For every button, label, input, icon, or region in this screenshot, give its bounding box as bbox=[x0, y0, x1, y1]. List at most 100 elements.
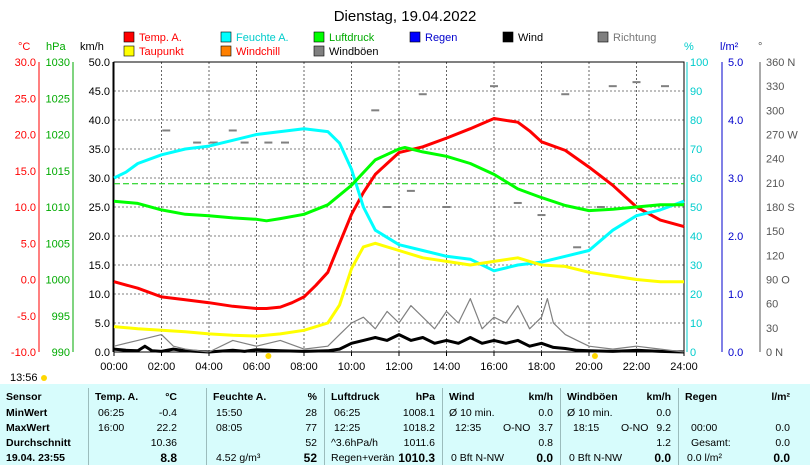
min-row-label: MinWert bbox=[6, 407, 48, 419]
humidity-max-value: 77 bbox=[305, 422, 317, 434]
legend-swatch bbox=[502, 31, 514, 43]
current-time-label: 13:56 bbox=[10, 372, 38, 384]
humidity-max-time: 08:05 bbox=[216, 422, 243, 434]
series-temp-a bbox=[113, 117, 685, 310]
wind-unit: km/h bbox=[528, 391, 553, 403]
wind-header: Wind bbox=[449, 391, 475, 403]
x-tick-label: 10:00 bbox=[338, 361, 366, 373]
legend-label: Taupunkt bbox=[139, 46, 184, 58]
temp-header: Temp. A. bbox=[95, 391, 139, 403]
pressure-unit: hPa bbox=[415, 391, 435, 403]
sunrise-marker bbox=[265, 353, 272, 359]
pressure-tick-label: 995 bbox=[52, 311, 70, 323]
direction-unit-label: ° bbox=[758, 41, 762, 53]
sensor-header: Sensor bbox=[6, 391, 42, 403]
series-luftdruck bbox=[113, 146, 684, 223]
legend-swatch bbox=[313, 31, 325, 43]
direction-tick-label: 210 bbox=[766, 178, 784, 190]
temp-min-time: 06:25 bbox=[98, 407, 125, 419]
speed-tick-label: 45.0 bbox=[89, 86, 110, 98]
pressure-min-value: 1008.1 bbox=[402, 407, 435, 419]
wind-max-time: 12:35 bbox=[455, 422, 482, 434]
temp-tick-label: 20.0 bbox=[15, 130, 36, 142]
temp-unit-label: °C bbox=[18, 41, 30, 53]
speed-tick-label: 5.0 bbox=[95, 318, 110, 330]
temp-tick-label: 10.0 bbox=[15, 202, 36, 214]
gust-max-value: 9.2 bbox=[656, 422, 671, 434]
rain-tick-label: 3.0 bbox=[728, 173, 743, 185]
gust-average: 1.2 bbox=[656, 437, 671, 449]
temp-tick-label: 15.0 bbox=[15, 166, 36, 178]
rain-unit-label: l/m² bbox=[720, 41, 739, 53]
rain-current-label: 0.0 l/m² bbox=[687, 452, 723, 464]
sunset-marker bbox=[591, 353, 598, 359]
gust-max-time: 18:15 bbox=[573, 422, 600, 434]
wind-current: 0.0 bbox=[536, 451, 553, 465]
humidity-unit: % bbox=[307, 391, 317, 403]
speed-tick-label: 0.0 bbox=[95, 347, 110, 359]
legend-label: Wind bbox=[518, 32, 543, 44]
legend-label: Windchill bbox=[236, 46, 280, 58]
current-time-dot bbox=[41, 375, 47, 381]
x-tick-label: 16:00 bbox=[480, 361, 508, 373]
wind-average: 0.8 bbox=[538, 437, 553, 449]
weather-chart: 00:00 02:00 04:00 06:00 08:00 10:00 12:00 14:00… bbox=[10, 8, 798, 384]
x-tick-label: 20:00 bbox=[575, 361, 603, 373]
gust-min-label: Ø 10 min. bbox=[567, 407, 613, 419]
direction-tick-label: 180 S bbox=[766, 202, 795, 214]
temp-min-value: -0.4 bbox=[158, 407, 177, 419]
rain-tick-label: 0.0 bbox=[728, 347, 743, 359]
humidity-unit-label: % bbox=[684, 41, 694, 53]
x-tick-label: 00:00 bbox=[100, 361, 128, 373]
legend-label: Feuchte A. bbox=[236, 32, 289, 44]
humidity-tick-label: 80 bbox=[690, 115, 702, 127]
legend-label: Regen bbox=[425, 32, 457, 44]
speed-tick-label: 10.0 bbox=[89, 289, 110, 301]
speed-tick-label: 35.0 bbox=[89, 144, 110, 156]
direction-tick-label: 270 W bbox=[766, 130, 798, 142]
humidity-tick-label: 70 bbox=[690, 144, 702, 156]
x-tick-label: 24:00 bbox=[670, 361, 698, 373]
gust-beaufort: 0 Bft N-NW bbox=[569, 452, 623, 464]
legend-swatch bbox=[123, 45, 135, 57]
avg-row-label: Durchschnitt bbox=[6, 437, 71, 449]
direction-tick-label: 60 bbox=[766, 299, 778, 311]
divider bbox=[88, 388, 89, 465]
temp-tick-label: -10.0 bbox=[11, 347, 36, 359]
rain-max-value: 0.0 bbox=[775, 422, 790, 434]
current-row-label: 19.04. 23:55 bbox=[6, 452, 65, 464]
rain-current: 0.0 bbox=[773, 451, 790, 465]
speed-tick-label: 25.0 bbox=[89, 202, 110, 214]
x-tick-label: 22:00 bbox=[623, 361, 651, 373]
temp-unit: °C bbox=[165, 391, 177, 403]
x-tick-label: 06:00 bbox=[243, 361, 271, 373]
pressure-tick-label: 1025 bbox=[46, 93, 70, 105]
temp-max-time: 16:00 bbox=[98, 422, 125, 434]
gust-unit: km/h bbox=[646, 391, 671, 403]
gust-current: 0.0 bbox=[654, 451, 671, 465]
humidity-tick-label: 20 bbox=[690, 289, 702, 301]
series-wind bbox=[113, 333, 685, 354]
direction-tick-label: 360 N bbox=[766, 57, 795, 69]
x-tick-label: 14:00 bbox=[433, 361, 461, 373]
temp-current: 8.8 bbox=[160, 451, 177, 465]
direction-tick-label: 120 bbox=[766, 250, 784, 262]
gust-header: Windböen bbox=[567, 391, 618, 403]
speed-unit-label: km/h bbox=[80, 41, 104, 53]
legend-label: Temp. A. bbox=[139, 32, 182, 44]
humidity-absolute: 4.52 g/m³ bbox=[216, 452, 261, 464]
wind-max-direction: O-NO bbox=[503, 422, 531, 434]
series-windb-en bbox=[113, 298, 685, 353]
direction-tick-label: 150 bbox=[766, 226, 784, 238]
rain-tick-label: 4.0 bbox=[728, 115, 743, 127]
legend-swatch bbox=[220, 45, 232, 57]
humidity-min-time: 15:50 bbox=[216, 407, 243, 419]
humidity-tick-label: 0 bbox=[690, 347, 696, 359]
rain-total-value: 0.0 bbox=[775, 437, 790, 449]
x-tick-label: 08:00 bbox=[290, 361, 318, 373]
speed-tick-label: 20.0 bbox=[89, 231, 110, 243]
humidity-average: 52 bbox=[305, 437, 317, 449]
divider bbox=[324, 388, 325, 465]
pressure-min-time: 06:25 bbox=[334, 407, 361, 419]
pressure-average: 1011.6 bbox=[403, 437, 435, 449]
